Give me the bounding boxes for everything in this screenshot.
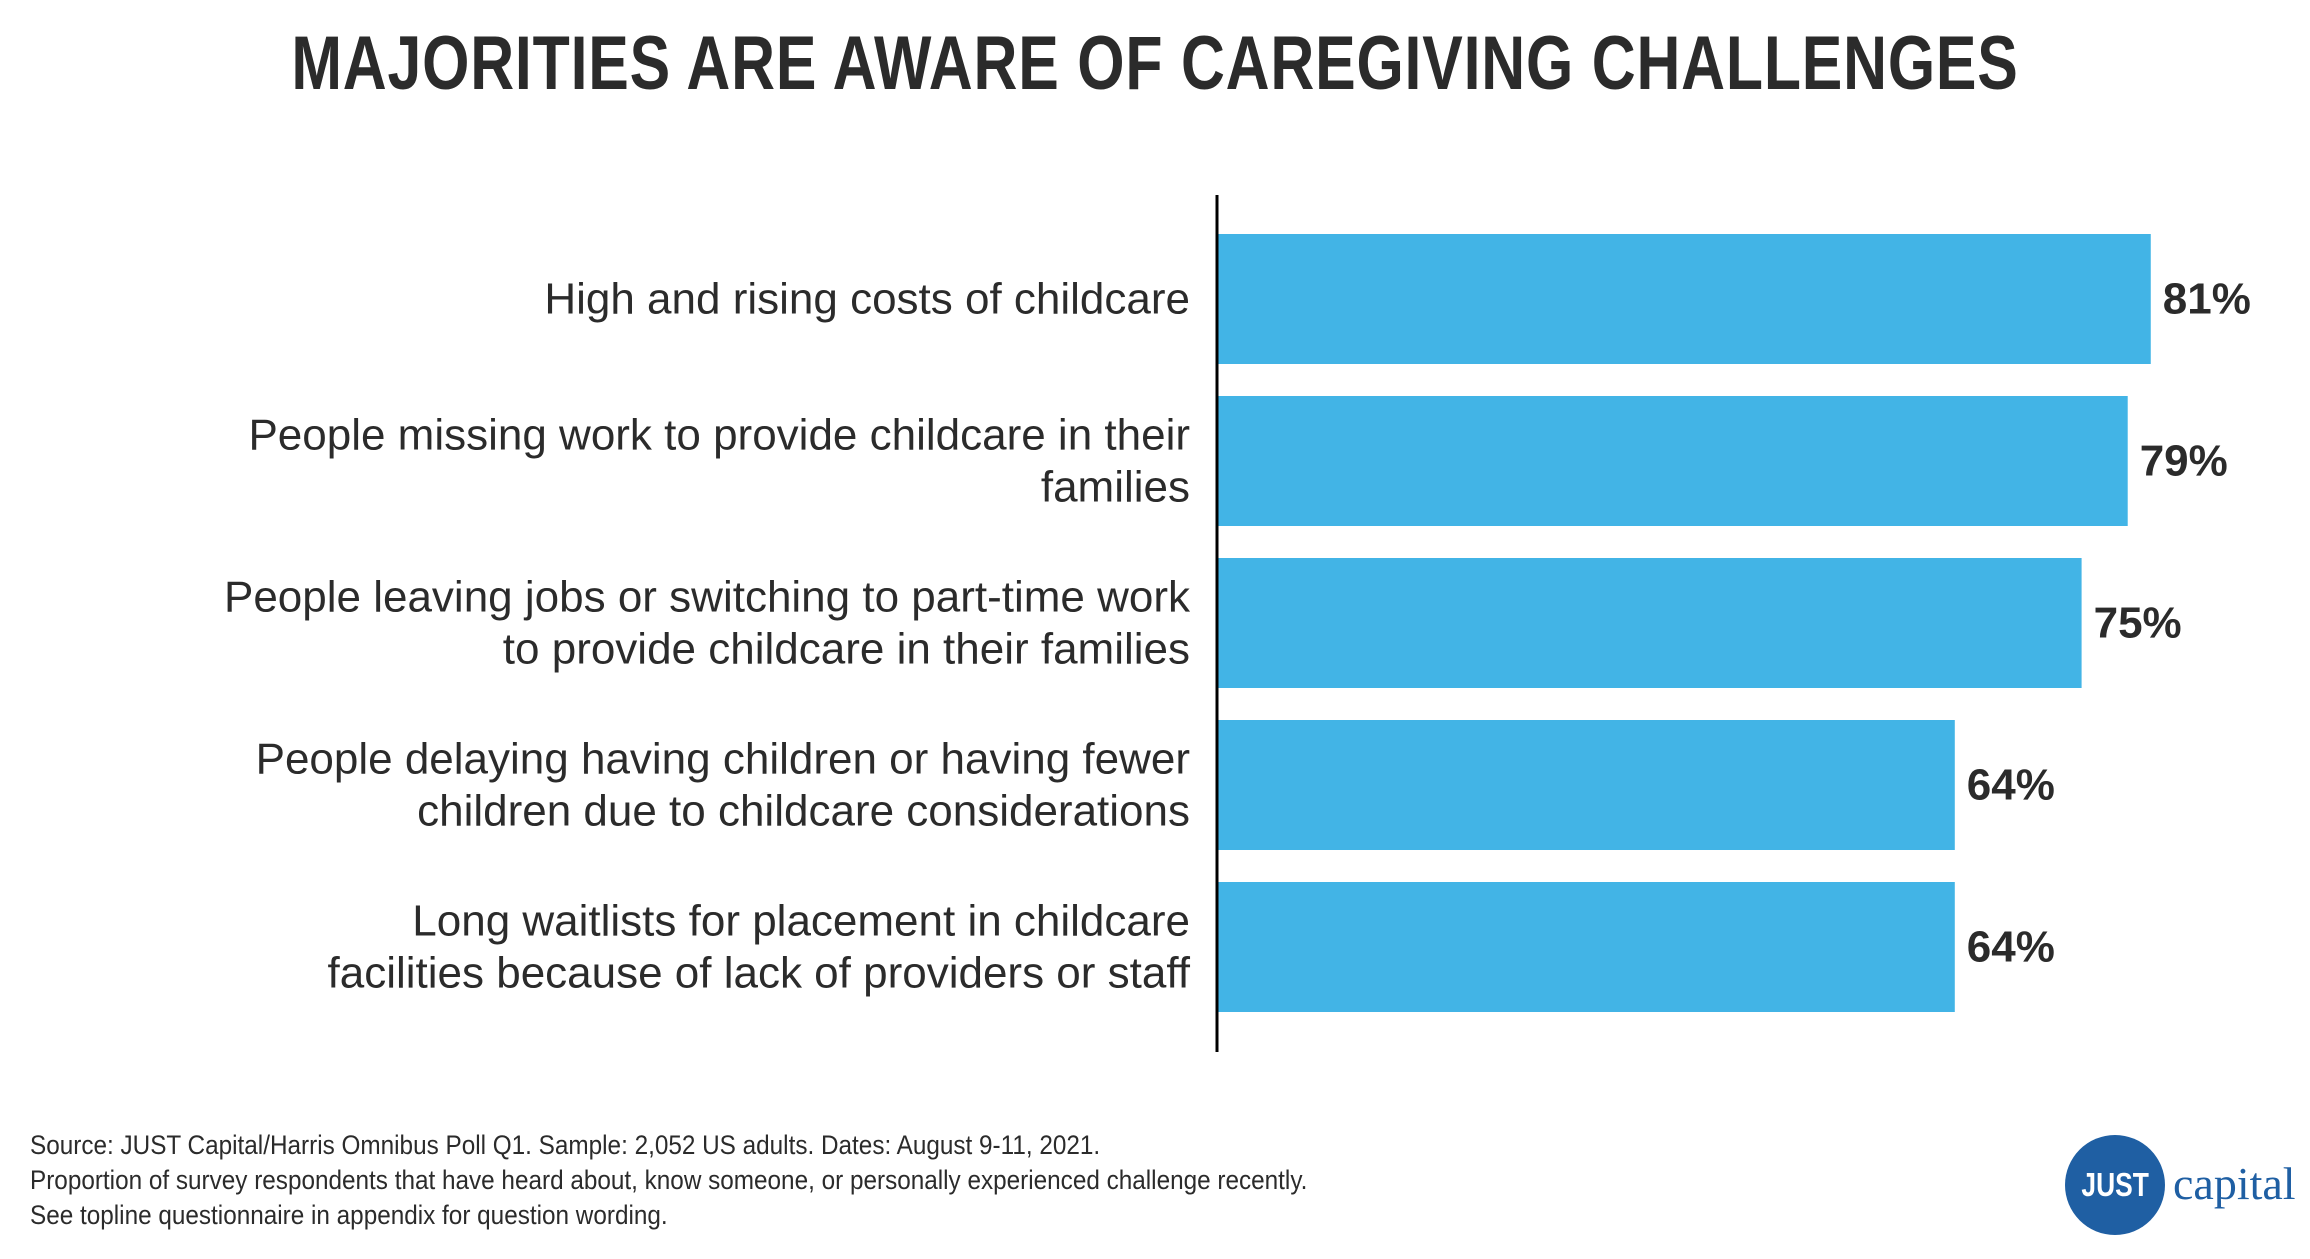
category-label-4-line-2: children due to childcare considerations (417, 787, 1190, 836)
category-label-1-line-1: High and rising costs of childcare (544, 275, 1190, 324)
category-label-2-line-2: families (1041, 463, 1190, 512)
definition-note: Proportion of survey respondents that ha… (30, 1165, 1308, 1195)
just-capital-logo: JUST capital (2065, 1135, 2300, 1237)
category-label-3-line-1: People leaving jobs or switching to part… (224, 573, 1191, 622)
bar-1 (1217, 234, 2151, 364)
logo-mark-text: JUST (2081, 1166, 2149, 1203)
logo-mark: JUST (2065, 1135, 2165, 1235)
value-label-2: 79% (2140, 437, 2228, 486)
category-label-5-line-2: facilities because of lack of providers … (328, 949, 1191, 998)
bar-3 (1217, 558, 2082, 688)
source-note: Source: JUST Capital/Harris Omnibus Poll… (30, 1130, 1101, 1160)
footnotes: Source: JUST Capital/Harris Omnibus Poll… (30, 1128, 1307, 1233)
chart-title: MAJORITIES ARE AWARE OF CAREGIVING CHALL… (291, 21, 2019, 106)
labels-layer: 81% High and rising costs of childcare 79%… (224, 275, 2251, 998)
bar-5 (1217, 882, 1955, 1012)
bars-layer (1217, 234, 2151, 1012)
value-label-1: 81% (2163, 275, 2251, 324)
questionnaire-note: See topline questionnaire in appendix fo… (30, 1200, 668, 1230)
value-label-4: 64% (1967, 761, 2055, 810)
value-label-3: 75% (2094, 599, 2182, 648)
bar-2 (1217, 396, 2128, 526)
category-label-5-line-1: Long waitlists for placement in childcar… (412, 897, 1190, 946)
category-label-2-line-1: People missing work to provide childcare… (248, 411, 1190, 460)
category-label-3-line-2: to provide childcare in their families (503, 625, 1190, 674)
logo-wordmark: capital (2173, 1158, 2296, 1209)
bar-4 (1217, 720, 1955, 850)
value-label-5: 64% (1967, 923, 2055, 972)
category-label-4-line-1: People delaying having children or havin… (256, 735, 1190, 784)
